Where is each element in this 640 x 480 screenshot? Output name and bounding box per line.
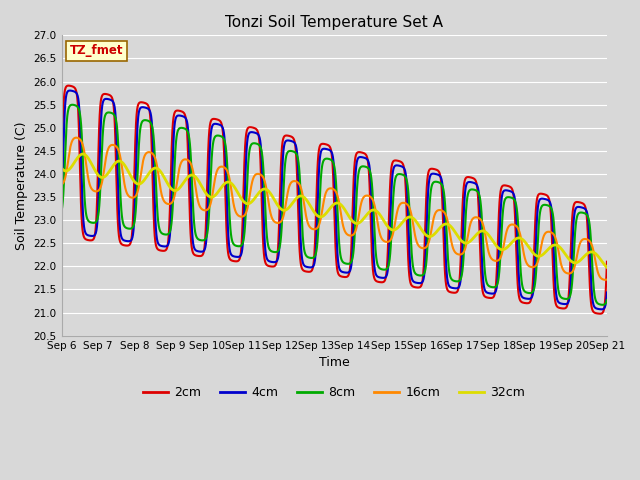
32cm: [593, 252, 600, 257]
Line: 32cm: 32cm: [61, 154, 607, 267]
2cm: [58, 157, 65, 163]
Legend: 2cm, 4cm, 8cm, 16cm, 32cm: 2cm, 4cm, 8cm, 16cm, 32cm: [138, 382, 531, 405]
32cm: [79, 151, 86, 157]
8cm: [68, 102, 76, 108]
Line: 2cm: 2cm: [61, 85, 607, 314]
8cm: [599, 302, 607, 308]
32cm: [534, 253, 541, 259]
8cm: [267, 248, 275, 254]
4cm: [603, 289, 611, 295]
16cm: [152, 160, 160, 166]
4cm: [66, 88, 74, 94]
16cm: [120, 179, 128, 184]
2cm: [120, 242, 128, 248]
8cm: [534, 241, 541, 247]
Line: 16cm: 16cm: [61, 138, 607, 280]
2cm: [596, 311, 604, 317]
16cm: [602, 277, 609, 283]
Text: TZ_fmet: TZ_fmet: [70, 44, 124, 57]
4cm: [152, 232, 160, 238]
4cm: [58, 203, 65, 208]
16cm: [267, 212, 275, 218]
4cm: [534, 206, 541, 212]
16cm: [534, 259, 541, 265]
32cm: [152, 165, 160, 171]
8cm: [120, 223, 128, 228]
2cm: [534, 193, 541, 199]
2cm: [603, 259, 611, 264]
32cm: [603, 264, 611, 270]
32cm: [291, 198, 298, 204]
8cm: [58, 208, 65, 214]
16cm: [291, 178, 298, 184]
4cm: [120, 238, 128, 243]
32cm: [267, 191, 275, 197]
X-axis label: Time: Time: [319, 356, 349, 369]
2cm: [267, 264, 275, 269]
8cm: [603, 297, 611, 303]
16cm: [603, 276, 611, 282]
16cm: [72, 135, 80, 141]
4cm: [593, 306, 600, 312]
2cm: [291, 139, 298, 144]
Title: Tonzi Soil Temperature Set A: Tonzi Soil Temperature Set A: [225, 15, 444, 30]
4cm: [291, 140, 298, 146]
8cm: [593, 299, 600, 305]
Line: 4cm: 4cm: [61, 91, 607, 309]
4cm: [267, 259, 275, 264]
8cm: [291, 149, 298, 155]
2cm: [65, 83, 72, 88]
Line: 8cm: 8cm: [61, 105, 607, 305]
16cm: [58, 181, 65, 187]
2cm: [152, 244, 160, 250]
32cm: [120, 161, 128, 167]
32cm: [58, 166, 65, 171]
4cm: [598, 306, 605, 312]
16cm: [593, 264, 600, 269]
Y-axis label: Soil Temperature (C): Soil Temperature (C): [15, 121, 28, 250]
2cm: [593, 311, 600, 316]
8cm: [152, 191, 160, 196]
